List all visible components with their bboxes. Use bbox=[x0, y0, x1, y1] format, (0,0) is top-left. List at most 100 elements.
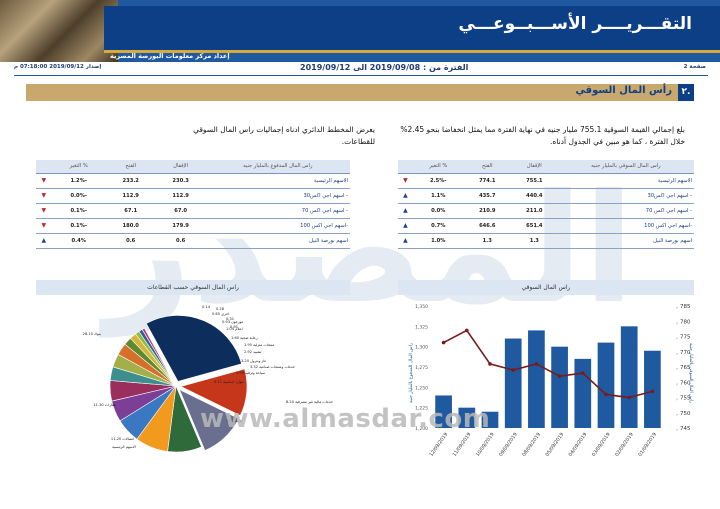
row-change: -1.2% bbox=[51, 173, 106, 189]
table-row: -اسهم اجي اكس 100 179.9 180.0 -0.1% ▼ bbox=[36, 218, 350, 234]
col-name: راس المال المدفوع بالمليار جنيه bbox=[205, 160, 350, 174]
y-right-tick-label: 775 bbox=[680, 335, 691, 341]
row-open: 210.9 bbox=[463, 203, 511, 219]
watermark-url: www.almasdar.com bbox=[200, 404, 491, 434]
row-open: 1.3 bbox=[463, 233, 511, 249]
sector-pie-chart: 28.10 بنوك 11.30 عقارات 11.20 اتصالات 8.20 … bbox=[83, 305, 333, 453]
chart-line-point bbox=[604, 392, 608, 397]
pie-label: 0.28 bbox=[216, 307, 225, 311]
chart-bar bbox=[597, 342, 615, 428]
pie-label: 8.20 خدمات مالية غير مصرفية bbox=[286, 400, 333, 404]
row-close: 1.3 bbox=[510, 233, 558, 249]
y-left-axis-label: راس المال المدفوع بالمليار جنيه bbox=[409, 343, 414, 403]
row-open: 112.9 bbox=[105, 188, 156, 204]
table-row: الاسهم الرئيسية 230.3 233.2 -1.2% ▼ bbox=[36, 173, 350, 189]
pie-label: 2.92 تشييد bbox=[244, 350, 261, 354]
up-arrow-icon: ▲ bbox=[36, 233, 52, 249]
pie-label: 0.93 موزعون bbox=[222, 320, 243, 324]
paid-capital-table: راس المال المدفوع بالمليار جنيه الإقفال … bbox=[36, 160, 350, 249]
pie-label: 7.92 اغذية bbox=[226, 419, 243, 423]
section-bar bbox=[26, 84, 694, 101]
row-close: 440.4 bbox=[510, 188, 558, 204]
market-cap-chart-title: راس المال السوقي bbox=[398, 280, 694, 295]
chart-bar bbox=[528, 330, 545, 428]
chart-bar bbox=[435, 395, 452, 428]
y-right-tick-label: 755 bbox=[680, 396, 691, 402]
y-right-tick-label: 770 bbox=[680, 350, 691, 356]
y-left-tick-label: 1,250 bbox=[415, 385, 428, 391]
y-right-tick-unit: م bbox=[676, 320, 678, 325]
y-left-tick-label: 1,275 bbox=[415, 365, 428, 371]
market-cap-chart: 1,3501,3251,3001,2751,2501,2251,200785م7… bbox=[409, 304, 693, 458]
row-change: 1.1% bbox=[412, 188, 464, 204]
pie-label: 0.65 اخرى bbox=[212, 312, 229, 316]
chart-line-point bbox=[488, 362, 492, 366]
y-left-tick-label: 1,300 bbox=[415, 345, 428, 351]
pie-label: 0.14 bbox=[202, 305, 211, 309]
sector-paragraph: يعرض المخطط الدائري ادناه إجماليات راس ا… bbox=[193, 125, 375, 146]
up-arrow-icon: ▲ bbox=[398, 203, 413, 219]
row-change: -2.5% bbox=[412, 173, 464, 189]
report-subtitle: إعداد مركز معلومات البورصة المصرية bbox=[110, 52, 230, 60]
y-right-tick-label: 745 bbox=[680, 426, 691, 432]
y-right-tick-label: 760 bbox=[680, 380, 691, 386]
col-close: الإقفال bbox=[155, 160, 206, 174]
chart-line-point bbox=[650, 389, 655, 394]
col-change: % التغير bbox=[412, 160, 464, 174]
chart-bar bbox=[620, 326, 638, 428]
y-right-tick-unit: م bbox=[676, 381, 678, 386]
header-gold-line bbox=[104, 50, 720, 53]
chart-line bbox=[443, 329, 653, 399]
col-name: راس المال السوقي بالمليار جنيه bbox=[557, 160, 694, 174]
chart-bar bbox=[458, 407, 476, 428]
row-name: - اسهم اجي اكس30 bbox=[205, 188, 350, 204]
row-close: 755.1 bbox=[510, 173, 558, 189]
down-arrow-icon: ▼ bbox=[36, 173, 52, 189]
chart-line-point bbox=[581, 371, 585, 375]
row-change: -0.1% bbox=[51, 218, 106, 234]
table-row: الاسهم الرئيسية 755.1 774.1 -2.5% ▼ bbox=[398, 173, 694, 189]
row-open: 67.1 bbox=[105, 203, 156, 219]
row-change: 0.4% bbox=[51, 233, 106, 249]
chart-bar bbox=[644, 350, 661, 428]
y-right-tick-unit: م bbox=[676, 397, 678, 402]
header-band bbox=[104, 6, 720, 50]
chart-line-point bbox=[511, 368, 515, 372]
col-open: الفتح bbox=[463, 160, 511, 174]
chart-bar bbox=[574, 358, 592, 428]
pie-label: 4.90 سياحة وترفيه bbox=[236, 371, 265, 375]
chart-bar bbox=[504, 338, 522, 428]
pie-slice bbox=[145, 315, 242, 382]
pie-slice bbox=[180, 368, 248, 416]
pie-label: 11.20 اتصالات bbox=[111, 437, 134, 441]
chart-line-point bbox=[557, 374, 562, 378]
x-tick-label: 12/09/2019 bbox=[428, 432, 449, 458]
pie-label: 0.91 bbox=[230, 325, 238, 329]
row-name: -اسهم اجي اكس 100 bbox=[205, 218, 350, 234]
row-name: الاسهم الرئيسية bbox=[205, 173, 350, 189]
table-row: -اسهم اجي اكس 100 651.4 646.6 0.7% ▲ bbox=[398, 218, 694, 234]
row-name: - اسهم اجي اكس 70 bbox=[205, 203, 350, 219]
pie-label: 28.10 بنوك bbox=[83, 332, 101, 336]
row-close: 112.9 bbox=[155, 188, 206, 204]
x-tick-label: 11/09/2019 bbox=[452, 432, 473, 458]
down-arrow-icon: ▼ bbox=[36, 188, 52, 204]
pie-label: 11.30 عقارات bbox=[93, 403, 116, 407]
section-title: رأس المال السوقي bbox=[575, 85, 672, 96]
chart-line-point bbox=[627, 395, 631, 400]
row-close: 651.4 bbox=[510, 218, 558, 234]
y-right-tick-unit: م bbox=[676, 336, 678, 341]
up-arrow-icon: ▲ bbox=[398, 218, 413, 234]
y-right-tick-unit: م bbox=[676, 412, 678, 417]
pie-label: 0.31 bbox=[226, 317, 234, 321]
down-arrow-icon: ▼ bbox=[398, 173, 413, 189]
row-name: - اسهم اجي اكس 70 bbox=[557, 203, 694, 219]
y-right-tick-unit: م bbox=[676, 427, 678, 432]
report-period: الفترة من : 2019/09/08 الى 2019/09/12 bbox=[300, 63, 469, 72]
x-tick-label: 01/09/2019 bbox=[637, 432, 658, 458]
y-right-tick-unit: م bbox=[676, 366, 678, 371]
col-arrow bbox=[36, 160, 52, 174]
y-right-tick-unit: م bbox=[676, 305, 678, 310]
chart-bar bbox=[551, 346, 568, 428]
up-arrow-icon: ▲ bbox=[398, 233, 413, 249]
